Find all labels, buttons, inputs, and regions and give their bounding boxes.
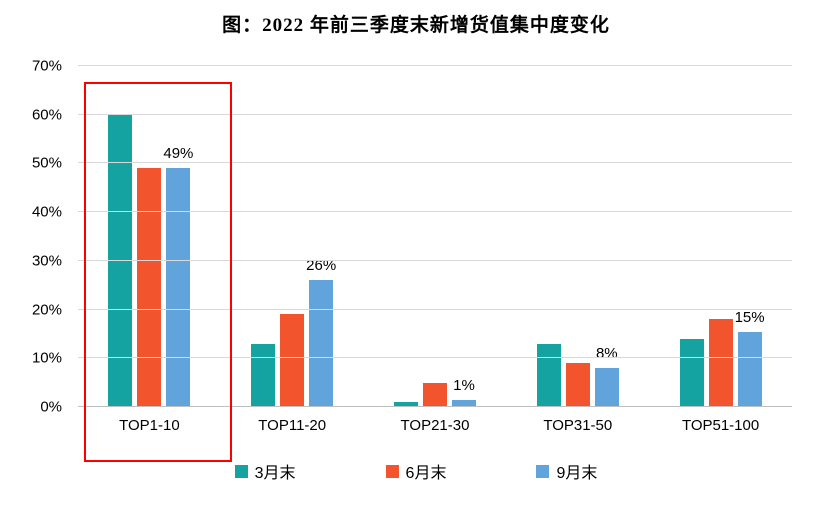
bar-9月末 bbox=[309, 280, 334, 407]
bar-6月末 bbox=[422, 382, 447, 407]
bar-groups: 49% 26% 1% 8% 15% bbox=[78, 66, 792, 407]
x-tick-label: TOP11-20 bbox=[258, 417, 327, 434]
legend: 3月末 6月末 9月末 bbox=[0, 459, 832, 483]
y-tick-label: 10% bbox=[31, 349, 62, 367]
bar-9月末 bbox=[594, 368, 619, 407]
data-label: 8% bbox=[595, 345, 618, 363]
bar-group: 15% bbox=[649, 66, 792, 407]
bar-group: 26% bbox=[221, 66, 364, 407]
y-tick-label: 30% bbox=[31, 252, 62, 270]
bar-group: 49% bbox=[78, 66, 221, 407]
x-tick-label: TOP31-50 bbox=[543, 417, 613, 434]
bar-3月末 bbox=[679, 338, 704, 407]
legend-label: 6月末 bbox=[405, 465, 447, 482]
bar-group: 8% bbox=[506, 66, 649, 407]
x-tick-label: TOP51-100 bbox=[681, 417, 760, 434]
bar-9月末 bbox=[166, 168, 191, 407]
bar-9月末 bbox=[737, 331, 762, 407]
bar-3月末 bbox=[393, 402, 418, 407]
x-tick-label: TOP1-10 bbox=[119, 417, 180, 434]
legend-swatch bbox=[385, 464, 399, 478]
bar-3月末 bbox=[251, 343, 276, 407]
legend-label: 3月末 bbox=[254, 465, 296, 482]
data-label: 15% bbox=[734, 308, 765, 326]
gridline bbox=[78, 113, 792, 115]
legend-swatch bbox=[234, 464, 248, 478]
legend-item: 6月末 bbox=[385, 459, 447, 483]
gridline bbox=[78, 357, 792, 359]
gridline bbox=[78, 65, 792, 66]
y-axis: 0% 10% 20% 30% 40% 50% 60% 70% bbox=[0, 59, 72, 415]
gridline bbox=[78, 162, 792, 164]
legend-swatch bbox=[536, 464, 550, 478]
y-tick-label: 70% bbox=[31, 57, 62, 75]
legend-item: 3月末 bbox=[234, 459, 296, 483]
gridline bbox=[78, 259, 792, 261]
y-tick-label: 40% bbox=[31, 203, 62, 221]
x-tick-label: TOP21-30 bbox=[400, 417, 470, 434]
chart-title: 图：2022 年前三季度末新增货值集中度变化 bbox=[222, 15, 610, 36]
data-label: 26% bbox=[306, 257, 337, 275]
x-axis: TOP1-10 TOP11-20 TOP21-30 TOP31-50 TOP51-100 bbox=[78, 417, 792, 434]
plot-area: 49% 26% 1% 8% 15% bbox=[78, 65, 792, 407]
legend-item: 9月末 bbox=[536, 459, 597, 483]
legend-label: 9月末 bbox=[556, 465, 598, 482]
bar-3月末 bbox=[536, 343, 561, 407]
bar-6月末 bbox=[708, 319, 733, 407]
gridline bbox=[78, 308, 792, 310]
gridline bbox=[78, 406, 792, 407]
bar-6月末 bbox=[137, 168, 162, 407]
bar-group: 1% bbox=[364, 66, 507, 407]
y-tick-label: 50% bbox=[31, 154, 62, 172]
data-label: 49% bbox=[163, 145, 194, 163]
bar-3月末 bbox=[108, 114, 133, 407]
y-tick-label: 60% bbox=[31, 106, 62, 124]
y-tick-label: 20% bbox=[31, 301, 62, 319]
data-label: 1% bbox=[453, 376, 475, 394]
gridline bbox=[78, 211, 792, 213]
y-tick-label: 0% bbox=[40, 398, 62, 416]
bar-9月末 bbox=[451, 399, 476, 407]
bar-6月末 bbox=[565, 363, 590, 407]
bar-6月末 bbox=[280, 314, 305, 407]
